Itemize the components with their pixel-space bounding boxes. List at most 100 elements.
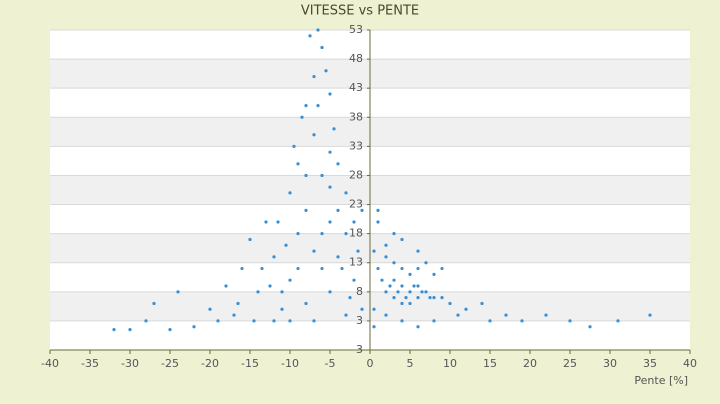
point: [648, 313, 652, 317]
x-tick-label: 30: [603, 357, 617, 370]
y-tick-label: 8: [356, 285, 363, 298]
x-tick-label: 0: [367, 357, 374, 370]
point: [192, 325, 196, 329]
point: [520, 319, 524, 323]
point: [408, 301, 412, 306]
point: [256, 290, 260, 294]
chart-title: VITESSE vs PENTE: [301, 4, 419, 19]
point: [336, 208, 340, 212]
point: [544, 313, 548, 317]
point: [420, 290, 424, 294]
point: [360, 307, 364, 311]
point: [432, 296, 436, 300]
point: [336, 255, 340, 259]
point: [360, 208, 364, 212]
point: [384, 255, 388, 259]
x-tick-label: -25: [161, 357, 179, 370]
point: [304, 301, 308, 306]
point: [152, 301, 156, 306]
point: [324, 69, 328, 73]
point: [320, 173, 324, 178]
point: [284, 243, 288, 247]
point: [416, 296, 420, 300]
point: [308, 34, 312, 38]
point: [248, 237, 252, 242]
point: [400, 284, 404, 288]
point: [432, 272, 436, 276]
point: [384, 313, 388, 317]
point: [328, 220, 332, 224]
point: [264, 220, 268, 224]
x-tick-label: 10: [443, 357, 457, 370]
point: [400, 319, 404, 323]
point: [312, 74, 316, 79]
point: [356, 249, 360, 253]
point: [288, 319, 292, 323]
y-tick-label: 53: [349, 23, 363, 36]
point: [396, 290, 400, 294]
point: [392, 261, 396, 265]
point: [320, 45, 324, 50]
y-tick-label: 43: [349, 81, 363, 94]
point: [280, 307, 284, 311]
point: [312, 249, 316, 253]
point: [384, 243, 388, 247]
point: [144, 319, 148, 323]
point: [344, 191, 348, 195]
point: [392, 296, 396, 300]
x-axis-label: Pente [%]: [634, 374, 688, 387]
point: [280, 290, 284, 294]
y-tick-label: 48: [349, 52, 363, 65]
point: [372, 249, 376, 253]
point: [388, 284, 392, 288]
point: [304, 104, 308, 108]
point: [328, 92, 332, 96]
point: [296, 162, 300, 166]
point: [372, 307, 376, 311]
point: [316, 28, 320, 32]
point: [312, 319, 316, 323]
point: [304, 208, 308, 212]
point: [340, 266, 344, 271]
x-tick-label: 15: [483, 357, 497, 370]
point: [288, 278, 292, 282]
point: [292, 144, 296, 148]
point: [464, 307, 468, 311]
point: [400, 237, 404, 242]
point: [400, 266, 404, 271]
point: [588, 325, 592, 329]
point: [376, 220, 380, 224]
point: [424, 261, 428, 265]
point: [320, 232, 324, 236]
point: [348, 296, 352, 300]
point: [328, 185, 332, 189]
y-tick-label: 38: [349, 110, 363, 123]
x-tick-label: -35: [81, 357, 99, 370]
point: [380, 278, 384, 282]
point: [404, 296, 408, 300]
x-tick-label: -30: [121, 357, 139, 370]
point: [448, 301, 452, 306]
point: [440, 266, 444, 271]
point: [240, 266, 244, 271]
point: [488, 319, 492, 323]
point: [336, 162, 340, 166]
point: [320, 266, 324, 271]
point: [232, 313, 236, 317]
point: [408, 290, 412, 294]
point: [408, 272, 412, 276]
point: [456, 313, 460, 317]
point: [392, 278, 396, 282]
point: [288, 191, 292, 195]
point: [376, 266, 380, 271]
point: [352, 278, 356, 282]
point: [384, 290, 388, 294]
point: [112, 328, 116, 332]
point: [416, 266, 420, 271]
point: [400, 301, 404, 306]
point: [352, 220, 356, 224]
y-tick-label: 28: [349, 168, 363, 181]
x-tick-label: -10: [281, 357, 299, 370]
point: [224, 284, 228, 288]
